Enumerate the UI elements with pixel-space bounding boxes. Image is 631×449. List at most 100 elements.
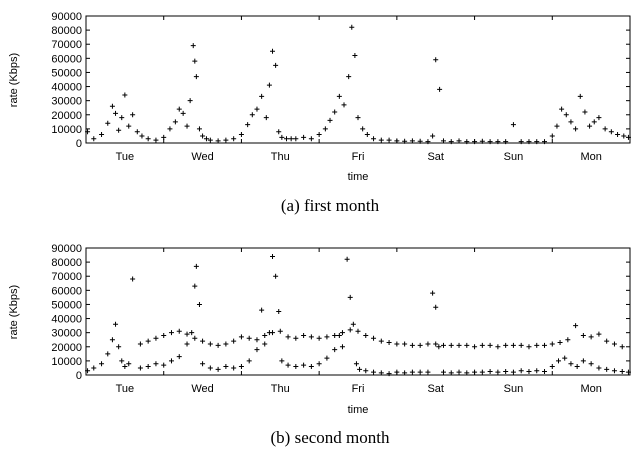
- data-point: [364, 132, 370, 138]
- data-point: [363, 332, 369, 338]
- data-point: [574, 364, 580, 370]
- x-tick-label: Fri: [352, 151, 365, 163]
- data-point: [285, 362, 291, 368]
- data-point: [262, 341, 268, 347]
- data-point: [308, 334, 314, 340]
- data-point: [109, 337, 115, 343]
- data-point: [577, 93, 583, 99]
- data-point: [625, 134, 631, 140]
- y-tick-label: 90000: [51, 11, 82, 23]
- data-point: [417, 138, 423, 144]
- data-point: [332, 347, 338, 353]
- data-point: [249, 112, 255, 118]
- data-point: [270, 48, 276, 54]
- data-point: [588, 334, 594, 340]
- y-tick-label: 0: [76, 370, 82, 382]
- y-tick-label: 60000: [51, 53, 82, 65]
- y-tick-label: 0: [76, 138, 82, 150]
- data-point: [542, 139, 548, 145]
- data-point: [402, 138, 408, 144]
- data-point: [430, 133, 436, 139]
- data-point: [611, 368, 617, 374]
- y-tick-label: 10000: [51, 356, 82, 368]
- data-point: [352, 53, 358, 59]
- data-point: [588, 361, 594, 367]
- x-tick-label: Thu: [271, 151, 290, 163]
- data-point: [273, 62, 279, 68]
- data-point: [293, 364, 299, 370]
- data-point: [161, 362, 167, 368]
- data-point: [371, 369, 377, 375]
- data-point: [341, 102, 347, 108]
- data-point: [215, 138, 221, 144]
- data-point: [322, 126, 328, 132]
- data-point: [503, 342, 509, 348]
- data-point: [161, 332, 167, 338]
- x-tick-label: Mon: [580, 151, 601, 163]
- x-tick-label: Tue: [116, 151, 135, 163]
- y-tick-label: 50000: [51, 299, 82, 311]
- y-axis-label: rate (Kbps): [8, 53, 20, 107]
- data-point: [259, 93, 265, 99]
- data-point: [510, 369, 516, 375]
- data-point: [316, 335, 322, 341]
- data-point: [510, 342, 516, 348]
- data-point: [119, 358, 125, 364]
- data-point: [591, 119, 597, 125]
- data-point: [85, 368, 91, 374]
- data-point: [394, 369, 400, 375]
- data-point: [456, 342, 462, 348]
- data-point: [355, 115, 361, 121]
- data-point: [196, 126, 202, 132]
- data-point: [327, 117, 333, 123]
- data-point: [85, 129, 91, 135]
- data-point: [353, 361, 359, 367]
- data-point: [456, 138, 462, 144]
- data-point: [440, 342, 446, 348]
- data-point: [105, 351, 111, 357]
- data-point: [139, 133, 145, 139]
- data-point: [448, 139, 454, 145]
- y-tick-label: 30000: [51, 328, 82, 340]
- data-point: [378, 137, 384, 143]
- data-point: [119, 115, 125, 121]
- data-point: [316, 361, 322, 367]
- data-point: [273, 273, 279, 279]
- data-point: [534, 139, 540, 145]
- data-point: [394, 341, 400, 347]
- data-point: [200, 338, 206, 344]
- data-point: [301, 332, 307, 338]
- data-point: [207, 341, 213, 347]
- x-tick-label: Tue: [116, 383, 135, 395]
- data-point: [619, 368, 625, 374]
- data-point: [308, 136, 314, 142]
- x-axis-label: time: [348, 404, 369, 416]
- data-point: [231, 365, 237, 371]
- data-point: [437, 86, 443, 92]
- data-point: [192, 283, 198, 289]
- data-point: [336, 93, 342, 99]
- plot-area: 0 10000 20000 30000 40000 50000 60000 70000 8000…: [51, 11, 631, 163]
- data-point: [246, 358, 252, 364]
- data-point: [126, 123, 132, 129]
- data-point: [448, 342, 454, 348]
- data-point: [279, 134, 285, 140]
- data-point: [262, 332, 268, 338]
- data-point: [495, 139, 501, 145]
- data-point: [168, 330, 174, 336]
- data-point: [503, 139, 509, 145]
- data-point: [167, 126, 173, 132]
- data-point: [324, 355, 330, 361]
- data-point: [285, 334, 291, 340]
- data-point: [433, 341, 439, 347]
- x-tick-label: Sat: [427, 151, 444, 163]
- data-point: [276, 129, 282, 135]
- data-point: [526, 139, 532, 145]
- data-point: [122, 92, 128, 98]
- data-point: [602, 126, 608, 132]
- data-point: [301, 362, 307, 368]
- data-point: [534, 342, 540, 348]
- chart-panel-second-month: 0 10000 20000 30000 40000 50000 60000 70000 8000…: [8, 243, 631, 447]
- data-point: [192, 335, 198, 341]
- data-point: [207, 365, 213, 371]
